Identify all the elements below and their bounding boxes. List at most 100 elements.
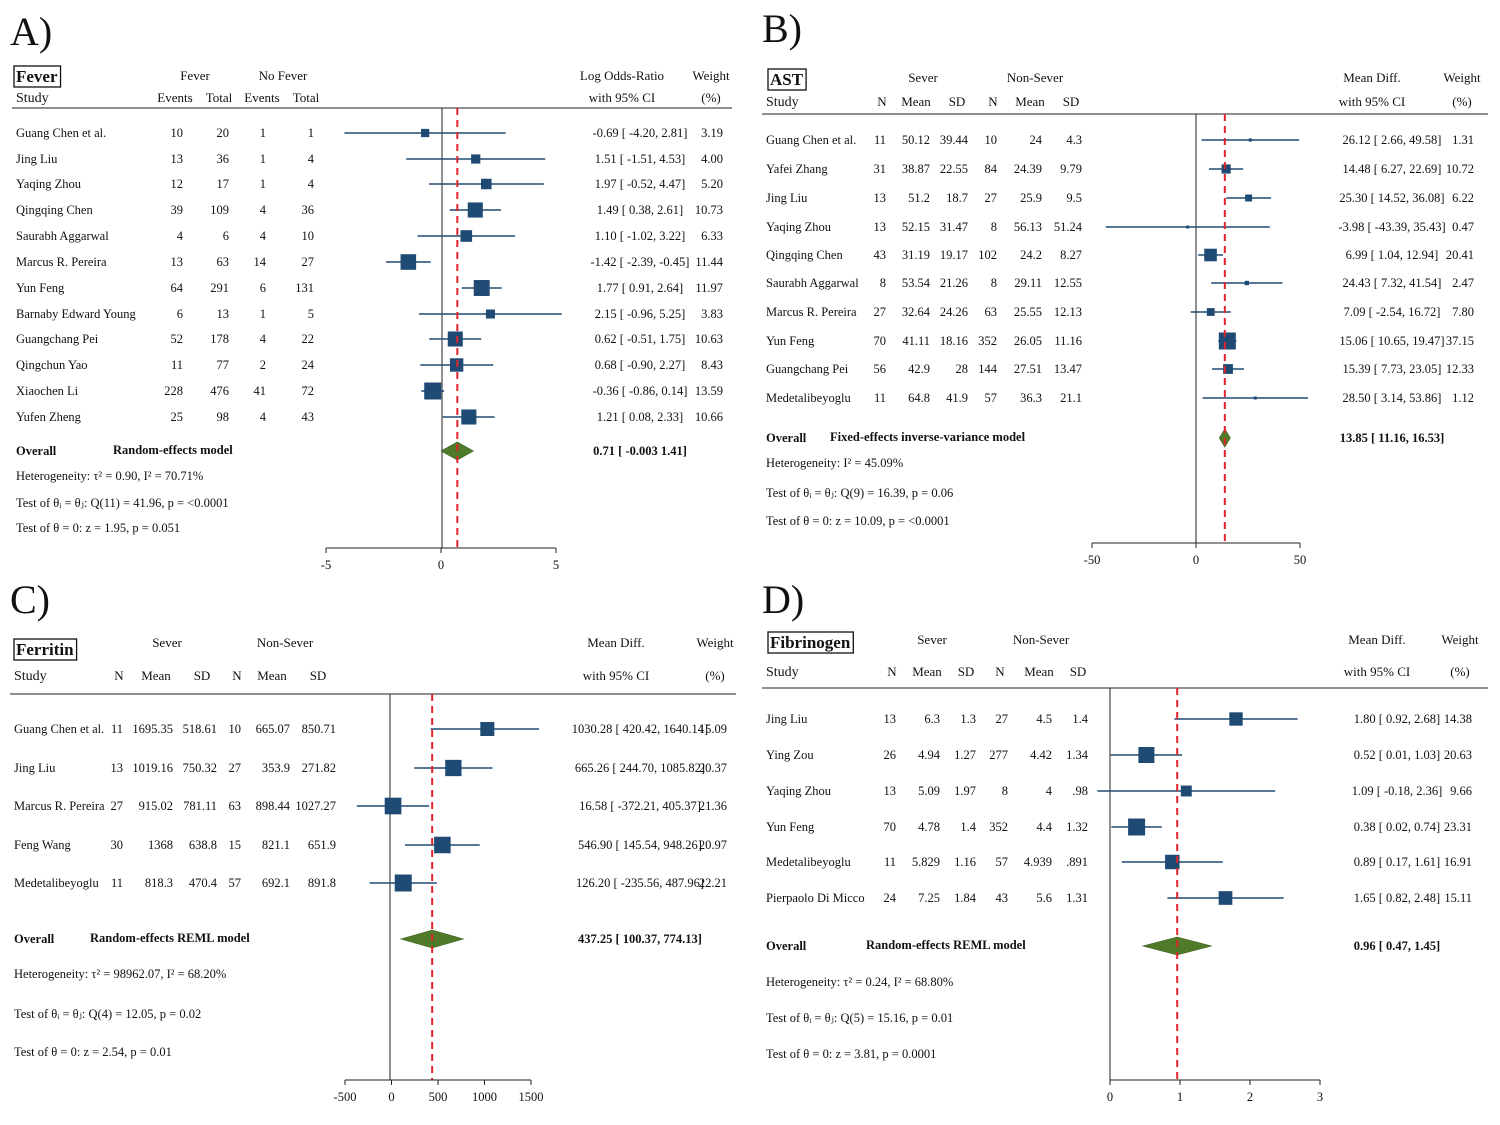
panel-b-study-name: Yun Feng — [766, 334, 815, 348]
panel-a-study-ci: 2.15 [ -0.96, 5.25] — [595, 307, 686, 321]
panel-b-header-group: Weight — [1443, 70, 1481, 85]
panel-a-study-value: 1 — [308, 126, 314, 140]
panel-c-title: Ferritin — [16, 640, 74, 659]
panel-a-study-value: 25 — [171, 410, 184, 424]
panel-b-study-name: Saurabh Aggarwal — [766, 276, 859, 290]
panel-d-study-ci: 1.65 [ 0.82, 2.48] — [1354, 891, 1440, 905]
panel-a-point-estimate — [421, 128, 430, 138]
panel-b-x-tick-label: 50 — [1294, 553, 1307, 567]
panel-d-study-value: 7.25 — [918, 891, 940, 905]
panel-a-study-value: 4 — [308, 177, 315, 191]
panel-b-study-value: 24 — [1030, 133, 1043, 147]
panel-a-point-estimate — [485, 309, 495, 319]
panel-b-study-weight: 1.31 — [1452, 133, 1474, 147]
panel-a-study-value: 24 — [302, 358, 315, 372]
panel-a-study-value: 1 — [260, 126, 266, 140]
panel-b-study-value: 26.05 — [1014, 334, 1042, 348]
panel-d-x-tick-label: 1 — [1177, 1090, 1183, 1104]
panel-d-study-value: 5.829 — [912, 855, 940, 869]
panel-d-study-value: 1.32 — [1066, 820, 1088, 834]
panel-d-study-value: 1.3 — [960, 712, 976, 726]
panel-b-header-column: SD — [949, 94, 966, 109]
panel-b-study-value: 12.55 — [1054, 276, 1082, 290]
panel-c-header-column: Mean — [257, 668, 287, 683]
panel-d-overall-model: Random-effects REML model — [866, 938, 1026, 952]
panel-a-study-value: 64 — [171, 281, 184, 295]
panel-c-header-group: Weight — [696, 635, 734, 650]
panel-b-study-value: 18.7 — [946, 191, 968, 205]
panel-c-study-value: 1027.27 — [295, 799, 336, 813]
panel-b-study-ci: 6.99 [ 1.04, 12.94] — [1346, 248, 1439, 262]
panel-b-study-value: 31 — [874, 162, 887, 176]
panel-d-study-value: 277 — [989, 748, 1008, 762]
panel-b-study-name: Medetalibeyoglu — [766, 391, 851, 405]
panel-a-study-weight: 3.19 — [701, 126, 723, 140]
panel-c-study-ci: 546.90 [ 145.54, 948.26] — [578, 838, 702, 852]
panel-b-study-value: 43 — [874, 248, 887, 262]
panel-b-study-value: 70 — [874, 334, 887, 348]
panel-b-point-estimate — [1248, 138, 1252, 142]
panel-a-study-value: 13 — [171, 255, 184, 269]
panel-a-study-value: 36 — [302, 203, 315, 217]
panel-a-stat-line: Heterogeneity: τ² = 0.90, I² = 70.71% — [16, 469, 203, 483]
panel-d-study-value: 1.4 — [960, 820, 976, 834]
panel-d-x-tick-label: 0 — [1107, 1090, 1113, 1104]
panel-b-header-column: Mean — [901, 94, 931, 109]
panel-a-study-value: 39 — [171, 203, 184, 217]
panel-b-header-group: Non-Sever — [1007, 70, 1064, 85]
panel-a-point-estimate — [481, 178, 492, 190]
panel-d-study-value: 70 — [884, 820, 897, 834]
panel-b-study-value: 144 — [978, 362, 998, 376]
panel-a-study-weight: 13.59 — [695, 384, 723, 398]
panel-b-study-value: 51.24 — [1054, 220, 1083, 234]
panel-a-header-column: Study — [16, 91, 49, 106]
panel-c-study-value: 781.11 — [183, 799, 217, 813]
panel-b-point-estimate — [1244, 280, 1250, 286]
panel-c-point-estimate — [384, 797, 402, 815]
panel-b-overall-label: Overall — [766, 431, 807, 445]
panel-a-study-value: 4 — [260, 332, 267, 346]
panel-c-header-group: Mean Diff. — [587, 635, 645, 650]
panel-d-study-value: 1.27 — [954, 748, 976, 762]
panel-b-study-value: 24.39 — [1014, 162, 1042, 176]
panel-d-study-value: 26 — [884, 748, 897, 762]
panel-a-point-estimate — [400, 254, 417, 270]
panel-c-study-ci: 665.26 [ 244.70, 1085.82] — [575, 761, 705, 775]
panel-c-header-column: with 95% CI — [583, 668, 649, 683]
panel-b-study-value: 102 — [978, 248, 997, 262]
panel-a-study-value: 178 — [210, 332, 229, 346]
panel-d-point-estimate — [1180, 785, 1192, 797]
panel-a-study-value: 12 — [171, 177, 184, 191]
panel-a-study-value: 131 — [295, 281, 314, 295]
panel-c-study-value: 470.4 — [189, 876, 218, 890]
panel-d-study-value: 24 — [884, 891, 897, 905]
panel-b-study-value: 9.79 — [1060, 162, 1082, 176]
panel-b-point-estimate — [1204, 248, 1217, 262]
panel-b-study-value: 50.12 — [902, 133, 930, 147]
panel-b-study-value: 63 — [985, 305, 998, 319]
panel-b-study-value: 28 — [956, 362, 969, 376]
panel-d-study-value: .891 — [1066, 855, 1088, 869]
panel-d-study-value: 1.31 — [1066, 891, 1088, 905]
panel-b-study-weight: 2.47 — [1452, 276, 1474, 290]
panel-c-point-estimate — [445, 759, 462, 777]
panel-a-study-value: 36 — [217, 152, 230, 166]
panel-d-study-value: 4.42 — [1030, 748, 1052, 762]
panel-b-study-value: 13 — [874, 191, 887, 205]
panel-a-study-value: 72 — [302, 384, 315, 398]
panel-d-header-column: SD — [1070, 664, 1087, 679]
panel-a-header-group: Weight — [692, 68, 730, 83]
panel-d-stat-line: Test of θᵢ = θⱼ: Q(5) = 15.16, p = 0.01 — [766, 1011, 953, 1025]
panel-c-study-value: 818.3 — [145, 876, 173, 890]
panel-b-study-ci: 28.50 [ 3.14, 53.86] — [1343, 391, 1442, 405]
panel-d-study-weight: 14.38 — [1444, 712, 1472, 726]
panel-d-study-value: 13 — [884, 712, 897, 726]
panel-c-point-estimate — [434, 836, 451, 854]
panel-b-x-tick-label: -50 — [1084, 553, 1101, 567]
panel-c-point-estimate — [394, 874, 412, 892]
panel-d-study-name: Yun Feng — [766, 820, 815, 834]
panel-c-overall-model: Random-effects REML model — [90, 931, 250, 945]
panel-b-study-value: 41.11 — [902, 334, 930, 348]
panel-a-study-value: 13 — [171, 152, 184, 166]
panel-a-study-name: Yaqing Zhou — [16, 177, 82, 191]
